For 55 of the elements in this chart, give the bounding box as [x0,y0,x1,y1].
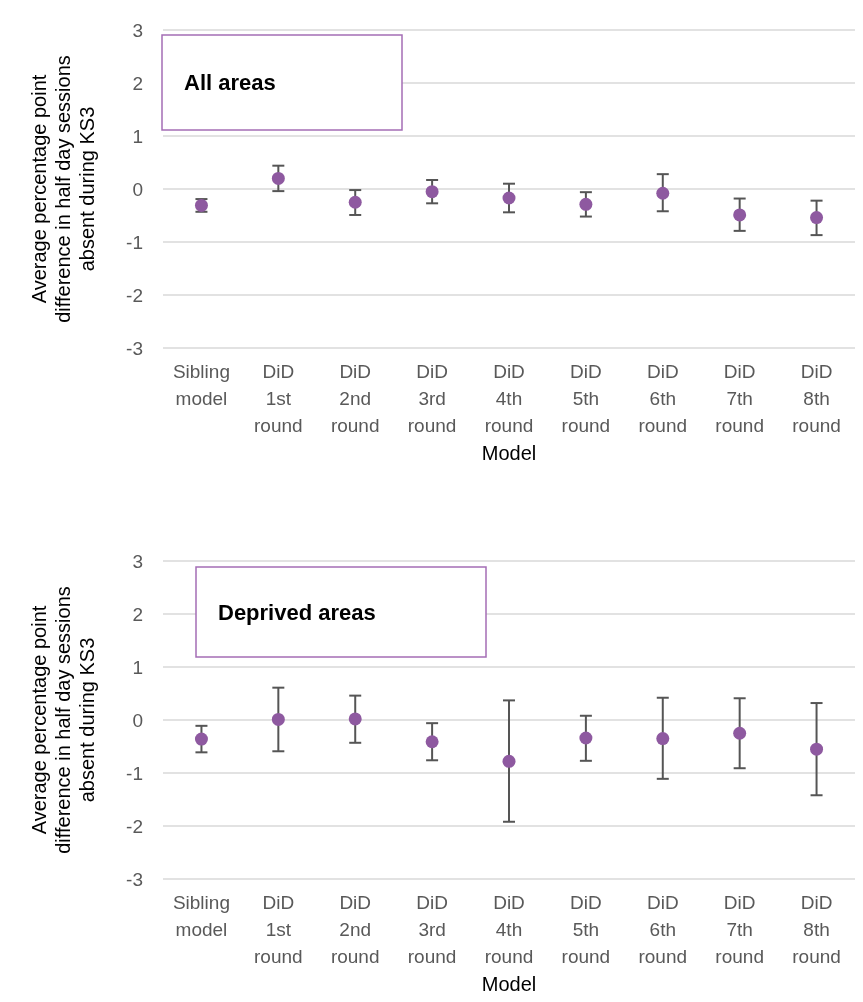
point [656,186,670,200]
x-tick-label: DiD 2nd round [330,361,380,436]
point [656,732,670,746]
x-tick-label: DiD 1st round [254,361,303,436]
y-axis-title: Average percentage point difference in half day sessions absent during KS3 [28,55,98,323]
point [810,742,824,756]
annotation: Deprived areas [218,599,376,625]
point [502,191,516,205]
x-tick-label: DiD 5th round [561,361,611,436]
x-tick-label: DiD 8th round [792,361,841,436]
x-tick-label: DiD 3rd round [407,361,457,436]
point [271,171,285,185]
x-tick-label: DiD 2nd round [330,892,380,967]
y-tick-label: 2 [132,72,143,94]
y-tick-label: -3 [126,868,143,890]
x-tick-label: DiD 6th round [638,892,688,967]
point [733,726,747,740]
x-tick-label: DiD 4th round [484,361,534,436]
y-tick-label: -1 [126,231,143,253]
y-tick-label: -1 [126,762,143,784]
point [271,712,285,726]
x-tick-label: Sibling model [172,892,230,940]
annotation: All areas [184,70,276,96]
x-tick-label: DiD 7th round [715,361,764,436]
x-axis-title: Model [481,442,537,464]
x-tick-label: DiD 1st round [254,892,303,967]
point [425,735,439,749]
x-tick-label: DiD 3rd round [407,892,457,967]
y-tick-label: -2 [126,284,143,306]
point [348,712,362,726]
y-tick-label: 1 [132,656,143,678]
point [579,197,593,211]
y-tick-label: 0 [132,709,143,731]
y-tick-label: -3 [126,337,143,359]
x-tick-label: DiD 7th round [715,892,764,967]
x-tick-label: DiD 4th round [484,892,534,967]
point [425,185,439,199]
y-tick-label: 3 [132,550,143,572]
y-tick-label: -2 [126,815,143,837]
y-tick-label: 0 [132,178,143,200]
x-tick-label: Sibling model [172,361,230,409]
point [579,731,593,745]
point [194,732,208,746]
x-axis-title: Model [481,973,537,995]
y-axis-title: Average percentage point difference in half day sessions absent during KS3 [28,586,98,854]
x-tick-label: DiD 5th round [561,892,611,967]
x-tick-label: DiD 6th round [638,361,688,436]
y-tick-label: 1 [132,125,143,147]
point [733,208,747,222]
x-tick-label: DiD 8th round [792,892,841,967]
y-tick-label: 3 [132,19,143,41]
point [348,195,362,209]
point [810,211,824,225]
point [502,754,516,768]
y-tick-label: 2 [132,603,143,625]
